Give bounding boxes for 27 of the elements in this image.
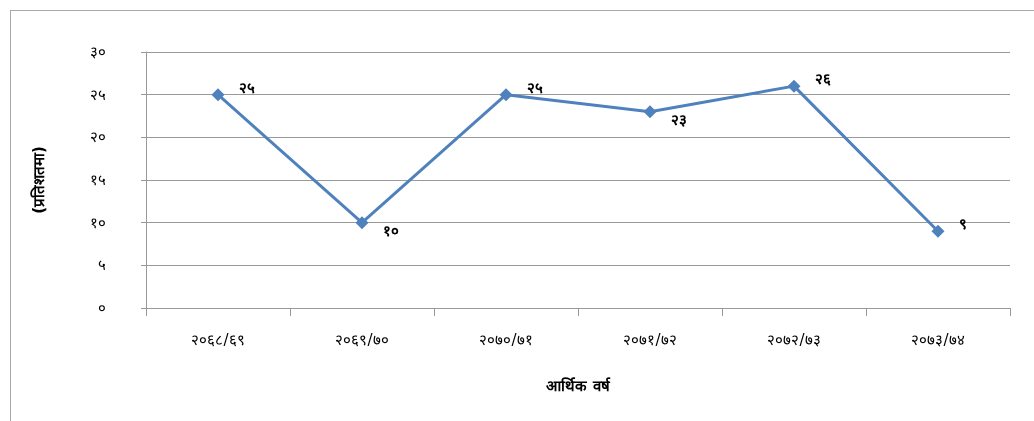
point [931,224,945,238]
point [499,88,513,102]
y-tick-label: २० [90,128,106,147]
data-label: २३ [670,110,687,129]
y-axis-title: (प्रतिशतमा) [29,146,48,214]
y-tick-label: १० [90,213,106,232]
point [787,79,801,93]
x-tick-label: २०६८/६९ [191,330,245,349]
y-tick-label: ० [98,299,106,317]
data-label: १० [382,221,399,240]
x-axis-title: आर्थिक वर्ष [546,376,611,395]
point [643,105,657,119]
x-tick-label: २०७३/७४ [911,330,965,349]
point [355,216,369,230]
data-label: २५ [238,78,255,97]
y-tick-label: २५ [90,85,106,104]
data-label: २६ [814,70,831,89]
x-tick-label: २०६९/७० [335,330,389,349]
y-tick-label: ३० [90,43,106,61]
x-tick-label: २०७१/७२ [623,330,677,349]
point [211,88,225,102]
data-label: ९ [958,215,967,234]
y-tick-label: १५ [90,171,106,189]
data-label: २५ [526,78,543,97]
x-tick-label: २०७२/७३ [767,330,821,349]
x-tick-label: २०७०/७१ [479,330,533,349]
y-tick-label: ५ [98,256,106,275]
